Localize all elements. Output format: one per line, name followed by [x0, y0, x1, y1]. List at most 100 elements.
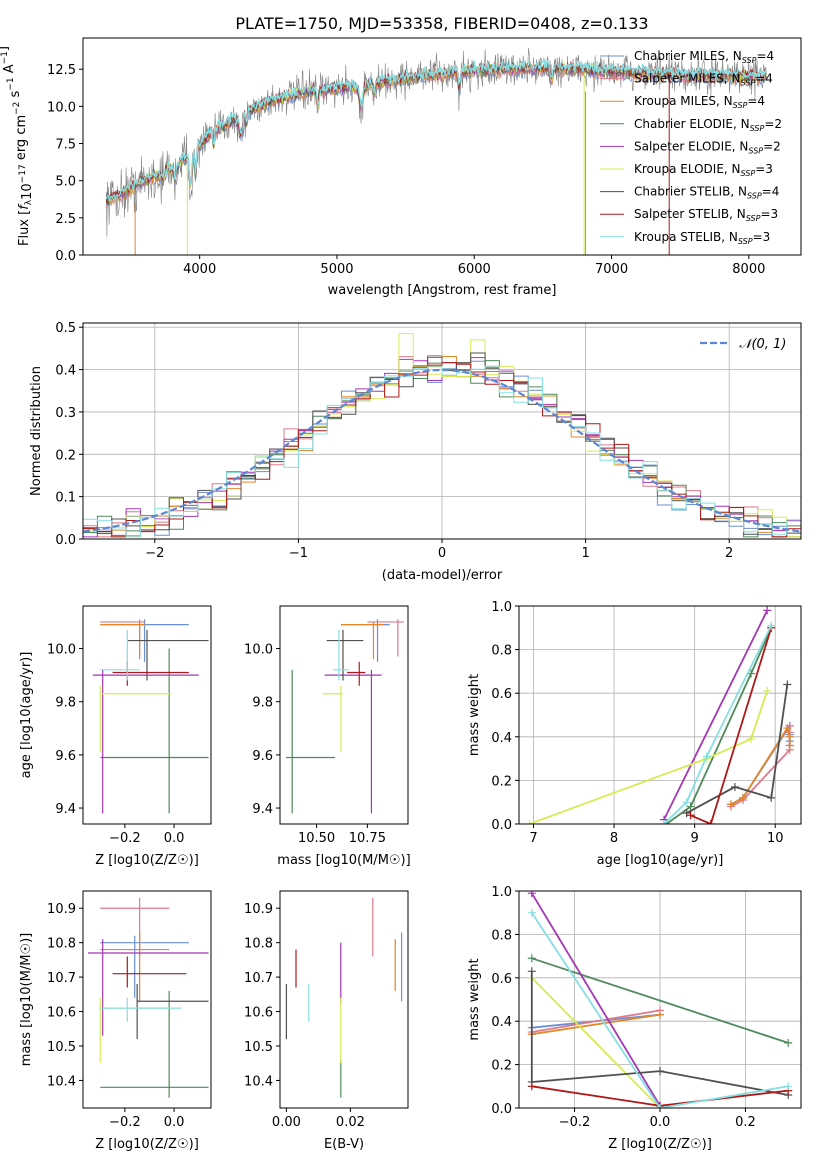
weight-series-line [663, 625, 773, 824]
x-tick-label: 10.75 [349, 831, 386, 846]
weight-point-marker [767, 621, 776, 630]
plot-area [83, 333, 801, 538]
x-axis-label: E(B-V) [324, 1137, 364, 1152]
legend-entry: Chabrier MILES, NSSP=4 [634, 49, 774, 65]
weight-series-line [730, 725, 791, 806]
y-tick-label: 9.6 [252, 749, 273, 764]
x-tick-label: −0.2 [559, 1115, 591, 1130]
plot-area [285, 897, 403, 1098]
x-tick-label: 8 [610, 831, 618, 846]
y-tick-label: 12.5 [47, 63, 76, 78]
weight-point-marker [527, 954, 536, 963]
legend-entry-subscript: SSP [750, 124, 765, 133]
y-axis-label-part: λ [24, 199, 34, 205]
panel-mass-vs-ebv: 0.00 0.02 10.4 10.5 10.6 10.7 10.8 10.9 E(B-V) [244, 890, 409, 1152]
y-tick-label: 0.6 [491, 687, 512, 702]
legend-entry-count: =4 [747, 94, 765, 108]
legend-entry-label: Kroupa MILES, N [634, 94, 733, 108]
panel-spectrum: 4000 5000 6000 7000 8000 0.0 2.5 5.0 7.5 10.0 12.5… [0, 37, 802, 298]
y-tick-label: 10.9 [47, 902, 76, 917]
weight-point-marker [527, 908, 536, 917]
legend-entry: Kroupa MILES, NSSP=4 [634, 94, 765, 110]
model-spectrum-line [105, 57, 767, 202]
y-axis-label: mass weight [467, 958, 482, 1040]
legend-entry-label: Salpeter STELIB, N [634, 207, 746, 221]
weight-point-marker [656, 1104, 664, 1108]
y-tick-label: 9.6 [55, 749, 76, 764]
panel-age-vs-Z: −0.2 0.0 9.4 9.6 9.8 10.0 Z [log10(Z/Z☉)] age [… [19, 605, 212, 868]
legend-entry: Salpeter STELIB, NSSP=3 [634, 207, 778, 223]
y-axis-label: Flux [fλ10−17 erg cm−2 s−1 A−1] [0, 46, 35, 246]
x-tick-label: −2 [145, 546, 164, 561]
x-tick-label: 4000 [183, 262, 216, 277]
x-tick-label: 6000 [458, 262, 491, 277]
y-tick-label: 10.6 [47, 1006, 76, 1021]
y-tick-label: 9.8 [252, 696, 273, 711]
weight-series-line [531, 892, 661, 1107]
weight-series-line [686, 684, 789, 814]
legend-entry-count: =3 [755, 162, 773, 176]
legend-entry-count: =4 [755, 72, 773, 86]
legend-entry-label: Chabrier STELIB, N [634, 185, 747, 199]
plot-area [105, 47, 767, 255]
y-tick-label: 0.2 [491, 774, 512, 789]
y-tick-label: 10.5 [47, 1040, 76, 1055]
legend-entry-subscript: SSP [741, 79, 756, 88]
weight-point-marker [785, 732, 794, 741]
weight-series-line [690, 627, 773, 824]
legend-entry-count: =2 [763, 139, 781, 153]
weight-point-marker [682, 798, 691, 807]
legend-entry-subscript: SSP [742, 56, 757, 65]
weight-series-line [531, 1009, 661, 1033]
legend-entry-count: =3 [760, 207, 778, 221]
y-axis-label-part: 10 [20, 183, 35, 200]
x-tick-label: 0.0 [650, 1115, 671, 1130]
x-tick-label: 7 [529, 831, 537, 846]
y-tick-label: 0.0 [491, 1102, 512, 1117]
weight-series-line [665, 627, 773, 824]
y-tick-label: 10.8 [244, 937, 273, 952]
legend-entry-count: =4 [762, 185, 780, 199]
y-tick-label: 0.4 [491, 1015, 512, 1030]
y-axis-label-part: −1 [6, 77, 16, 90]
weight-point-marker [527, 891, 536, 898]
y-tick-label: 1.0 [491, 600, 512, 615]
x-tick-label: 10.50 [298, 831, 335, 846]
x-axis-label: wavelength [Angstrom, rest frame] [328, 283, 557, 298]
x-tick-label: 0.00 [272, 1115, 301, 1130]
legend-entry: Chabrier ELODIE, NSSP=2 [634, 117, 782, 133]
y-tick-label: 9.4 [252, 802, 273, 817]
x-tick-label: 9 [691, 831, 699, 846]
y-axis-label-part: Flux [ [17, 210, 32, 246]
panel-residuals: −2 −1 0 1 2 0.0 0.1 0.2 0.3 0.4 0.5 (data-model)/er… [29, 321, 802, 583]
weight-point-marker [747, 734, 756, 743]
x-tick-label: 8000 [732, 262, 765, 277]
y-tick-label: 10.9 [244, 902, 273, 917]
x-axis-label: age [log10(age/yr)] [597, 853, 724, 868]
panel-weight-vs-age: 7 8 9 10 0.0 0.2 0.4 0.6 0.8 1.0 age [log10(age/yr… [467, 600, 802, 868]
weight-point-marker [784, 1082, 793, 1091]
y-tick-label: 10.0 [244, 643, 273, 658]
y-tick-label: 10.6 [244, 1006, 273, 1021]
weight-point-marker [783, 680, 792, 689]
plot-area [525, 606, 794, 824]
weight-point-marker [763, 687, 772, 696]
axes-frame [82, 37, 802, 256]
y-tick-label: 0.4 [55, 364, 76, 379]
y-tick-label: 9.4 [55, 802, 76, 817]
x-tick-label: 10 [767, 831, 784, 846]
y-axis-label-part: −1 [0, 51, 10, 64]
x-tick-label: 0.2 [735, 1115, 756, 1130]
panel-weight-vs-Z: −0.2 0.0 0.2 0.0 0.2 0.4 0.6 0.8 1.0 Z [log10(Z/Z… [467, 885, 802, 1152]
y-tick-label: 1.0 [491, 885, 512, 900]
x-tick-label: 5000 [320, 262, 353, 277]
weight-series-line [529, 690, 769, 824]
legend-entry: Chabrier STELIB, NSSP=4 [634, 185, 779, 201]
legend-entry-subscript: SSP [746, 214, 761, 223]
legend-entry-label: Kroupa ELODIE, N [634, 162, 741, 176]
plot-area [87, 897, 209, 1098]
weight-point-marker [686, 802, 695, 811]
y-axis-label: Normed distribution [29, 366, 44, 496]
